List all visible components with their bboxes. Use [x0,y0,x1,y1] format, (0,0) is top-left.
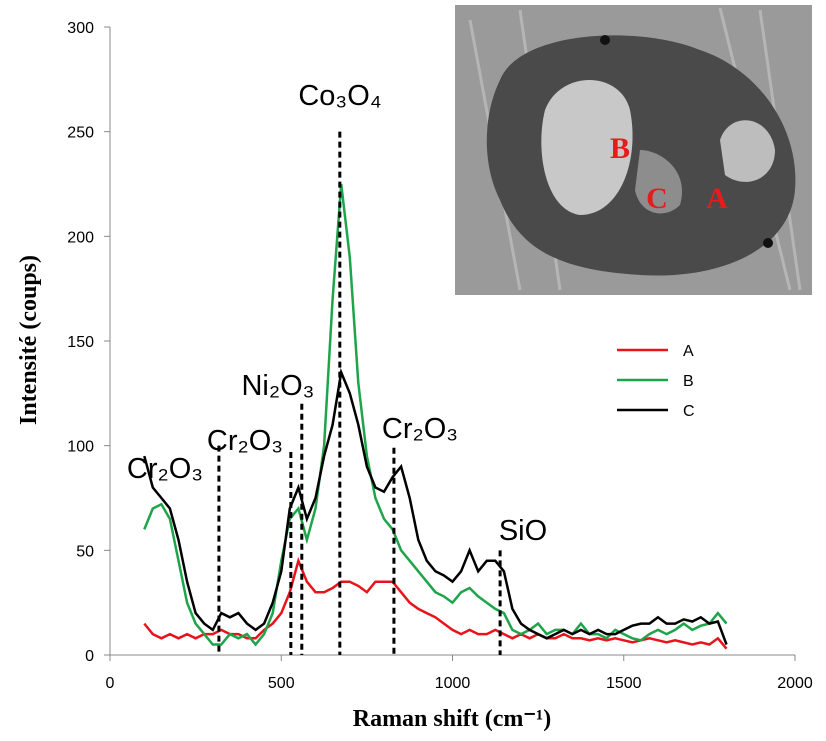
legend-label: B [683,373,694,390]
inset-label: C [646,182,668,215]
legend-label: A [683,343,694,360]
inset-mid-region [635,150,682,214]
x-tick-label: 1500 [606,675,642,692]
annotation-label: Cr₂O₃ [207,425,283,457]
y-axis-title: Intensité (coups) [16,255,42,425]
y-tick-label: 150 [67,334,94,351]
x-tick-label: 0 [106,675,115,692]
annotation-label: Ni₂O₃ [241,370,314,402]
x-axis-title: Raman shift (cm⁻¹) [353,706,552,732]
inset-spot [600,35,610,45]
series-line [143,183,728,647]
inset-light-region [720,120,775,182]
annotation-label: SiO [499,515,547,547]
series-line [143,367,728,645]
inset-light-region [541,80,633,215]
annotation-label: Cr₂O₃ [382,413,458,445]
y-tick-label: 0 [85,648,94,665]
y-tick-label: 50 [76,543,94,560]
y-tick-label: 250 [67,125,94,142]
x-tick-label: 500 [268,675,295,692]
inset-label: A [706,182,728,215]
y-tick-label: 200 [67,229,94,246]
x-tick-label: 1000 [435,675,471,692]
x-tick-label: 2000 [777,675,813,692]
inset-label: B [610,132,630,165]
y-tick-label: 100 [67,439,94,456]
annotation-label: Cr₂O₃ [127,453,203,485]
inset-image: B C A [455,5,812,295]
annotation-label: Co₃O₄ [298,80,381,112]
y-tick-label: 300 [67,20,94,37]
series-line [143,556,728,650]
inset-spot [763,238,773,248]
legend-label: C [683,403,695,420]
